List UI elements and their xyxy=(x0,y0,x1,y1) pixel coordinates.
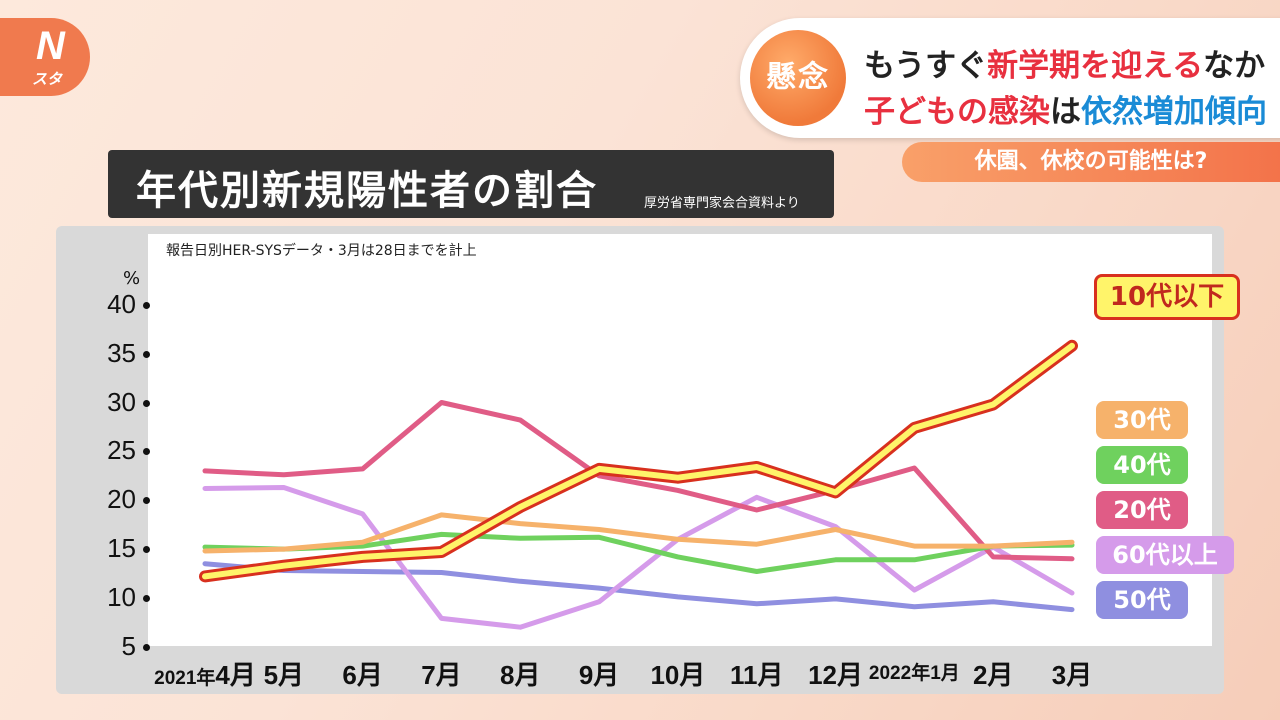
headline-line-1: もうすぐ新学期を迎えるなか xyxy=(864,48,1266,84)
chart-title-box: 年代別新規陽性者の割合 厚労省専門家会合資料より xyxy=(108,150,834,218)
headline-line-2: 子どもの感染は依然増加傾向 xyxy=(864,94,1267,130)
series-line-30s xyxy=(202,512,1075,554)
x-tick-label: 2022年1月 xyxy=(868,663,960,684)
x-tick-label: 11月 xyxy=(729,660,784,690)
y-tick-mark xyxy=(143,497,150,505)
y-axis-unit: % xyxy=(123,268,141,289)
x-tick-label: 2月 xyxy=(972,660,1014,690)
y-tick-mark xyxy=(143,399,150,407)
chart-source: 厚労省専門家会合資料より xyxy=(644,196,800,211)
x-tick-label: 2021年4月 xyxy=(154,660,256,690)
y-tick-label: 25 xyxy=(107,435,136,466)
x-tick-label: 8月 xyxy=(500,660,541,690)
y-tick-label: 10 xyxy=(107,581,136,612)
series-line-u10 xyxy=(202,342,1075,580)
y-tick-label: 40 xyxy=(107,288,136,319)
legend-50s: 50代 xyxy=(1096,581,1188,619)
series-line-20s xyxy=(202,400,1075,562)
legend-u10: 10代以下 xyxy=(1094,274,1240,320)
logo-sub: スタ xyxy=(32,70,63,88)
x-tick-label: 9月 xyxy=(578,660,620,690)
concern-badge: 懸念 xyxy=(750,30,846,126)
legend-40s: 40代 xyxy=(1096,446,1188,484)
y-tick-mark xyxy=(143,448,150,456)
x-tick-label: 7月 xyxy=(421,660,462,690)
channel-logo: N スタ xyxy=(0,18,90,96)
y-tick-mark xyxy=(143,546,150,554)
y-tick-label: 35 xyxy=(107,337,136,368)
logo-letter: N xyxy=(36,24,65,68)
legend-30s: 30代 xyxy=(1096,401,1188,439)
series-line-u10-outline xyxy=(199,339,1078,583)
legend-20s: 20代 xyxy=(1096,491,1188,529)
x-tick-label: 12月 xyxy=(808,660,863,690)
headline-panel: 懸念 もうすぐ新学期を迎えるなか 子どもの感染は依然増加傾向 xyxy=(740,18,1280,138)
legend-60s-plus: 60代以上 xyxy=(1096,536,1234,574)
y-tick-label: 15 xyxy=(107,533,136,564)
chart-note: 報告日別HER-SYSデータ・3月は28日までを計上 xyxy=(166,243,477,259)
series-line-60s-plus xyxy=(202,485,1075,630)
y-tick-mark xyxy=(143,643,150,651)
series-line-50s xyxy=(202,561,1075,613)
series-line-40s xyxy=(202,531,1075,574)
y-tick-mark xyxy=(143,594,150,602)
x-tick-label: 5月 xyxy=(263,660,305,690)
y-tick-label: 5 xyxy=(121,630,136,661)
sub-headline-tag: 休園、休校の可能性は? xyxy=(902,142,1280,182)
y-tick-mark xyxy=(143,301,150,309)
chart-title: 年代別新規陽性者の割合 xyxy=(136,168,598,214)
x-tick-label: 3月 xyxy=(1051,660,1093,690)
y-tick-label: 20 xyxy=(107,484,136,515)
y-tick-label: 30 xyxy=(107,386,136,417)
x-tick-label: 10月 xyxy=(650,660,706,690)
plot-area xyxy=(148,234,1212,646)
y-tick-mark xyxy=(143,350,150,358)
x-tick-label: 6月 xyxy=(342,660,383,690)
